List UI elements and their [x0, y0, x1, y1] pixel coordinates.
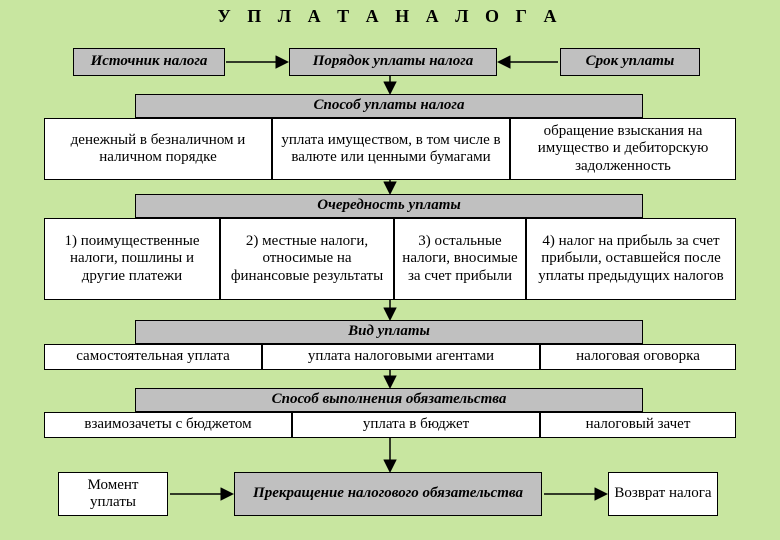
obligation-header: Способ выполнения обязательства	[135, 388, 643, 412]
label-obligation-cell-1: уплата в бюджет	[363, 416, 469, 433]
label-type-cell-1: уплата налоговыми агентами	[308, 348, 494, 365]
label-method-cell-1: уплата имуществом, в том числе в валюте …	[277, 132, 505, 167]
label-obligation-cell-0: взаимозачеты с бюджетом	[84, 416, 251, 433]
priority-cell-2: 3) остальные налоги, вносимые за счет пр…	[394, 218, 526, 300]
label-priority-cell-1: 2) местные налоги, относимые на финансов…	[225, 233, 389, 285]
type-cell-1: уплата налоговыми агентами	[262, 344, 540, 370]
label-method-header: Способ уплаты налога	[314, 97, 465, 114]
label-priority-cell-0: 1) поимущественные налоги, пошлины и дру…	[49, 233, 215, 285]
label-priority-cell-3: 4) налог на прибыль за счет прибыли, ост…	[531, 233, 731, 285]
label-priority-cell-2: 3) остальные налоги, вносимые за счет пр…	[399, 233, 521, 285]
method-cell-1: уплата имуществом, в том числе в валюте …	[272, 118, 510, 180]
priority-cell-1: 2) местные налоги, относимые на финансов…	[220, 218, 394, 300]
label-source: Источник налога	[91, 53, 208, 70]
label-method-cell-0: денежный в безналичном и наличном порядк…	[49, 132, 267, 167]
obligation-cell-2: налоговый зачет	[540, 412, 736, 438]
type-header: Вид уплаты	[135, 320, 643, 344]
box-moment: Момент уплаты	[58, 472, 168, 516]
priority-cell-3: 4) налог на прибыль за счет прибыли, ост…	[526, 218, 736, 300]
method-header: Способ уплаты налога	[135, 94, 643, 118]
label-method-cell-2: обращение взыскания на имущество и дебит…	[515, 123, 731, 175]
label-priority-header: Очередность уплаты	[317, 197, 461, 214]
label-order: Порядок уплаты налога	[313, 53, 474, 70]
label-refund: Возврат налога	[614, 485, 711, 502]
method-cell-2: обращение взыскания на имущество и дебит…	[510, 118, 736, 180]
box-term: Срок уплаты	[560, 48, 700, 76]
label-type-cell-2: налоговая оговорка	[576, 348, 700, 365]
page-title: У П Л А Т А Н А Л О Г А	[0, 6, 780, 27]
type-cell-0: самостоятельная уплата	[44, 344, 262, 370]
box-refund: Возврат налога	[608, 472, 718, 516]
label-termination: Прекращение налогового обязательства	[253, 485, 523, 502]
label-obligation-header: Способ выполнения обязательства	[272, 391, 507, 408]
label-type-header: Вид уплаты	[348, 323, 430, 340]
label-term: Срок уплаты	[586, 53, 675, 70]
type-cell-2: налоговая оговорка	[540, 344, 736, 370]
box-order: Порядок уплаты налога	[289, 48, 497, 76]
priority-cell-0: 1) поимущественные налоги, пошлины и дру…	[44, 218, 220, 300]
priority-header: Очередность уплаты	[135, 194, 643, 218]
label-obligation-cell-2: налоговый зачет	[586, 416, 691, 433]
label-type-cell-0: самостоятельная уплата	[76, 348, 230, 365]
method-cell-0: денежный в безналичном и наличном порядк…	[44, 118, 272, 180]
obligation-cell-0: взаимозачеты с бюджетом	[44, 412, 292, 438]
box-termination: Прекращение налогового обязательства	[234, 472, 542, 516]
obligation-cell-1: уплата в бюджет	[292, 412, 540, 438]
box-source: Источник налога	[73, 48, 225, 76]
label-moment: Момент уплаты	[63, 477, 163, 512]
